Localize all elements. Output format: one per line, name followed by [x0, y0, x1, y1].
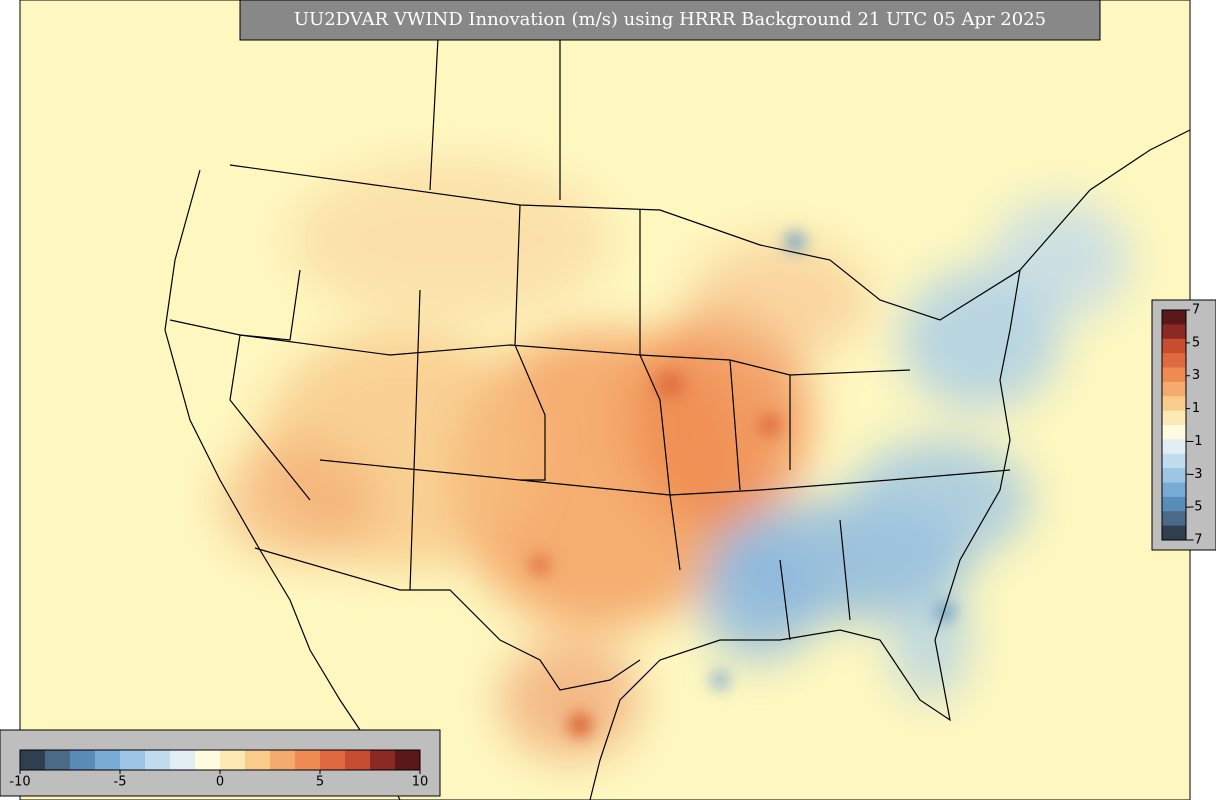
innovation-field	[220, 160, 1130, 760]
colorbar-segment	[345, 750, 371, 770]
colorbar-segment	[70, 750, 96, 770]
colorbar-tick-label: 1	[1192, 401, 1200, 416]
colorbar-tick-label: 0	[216, 775, 224, 790]
colorbar-segment	[95, 750, 121, 770]
colorbar-tick-label: 5	[316, 775, 324, 790]
colorbar-tick-label: -5	[1190, 500, 1203, 515]
colorbar-segment	[1162, 353, 1186, 368]
colorbar-segment	[1162, 439, 1186, 455]
colorbar-tick-label: 10	[412, 775, 429, 790]
colorbar-segment	[270, 750, 296, 770]
colorbar-segment	[45, 750, 71, 770]
colorbar-segment	[1162, 381, 1186, 397]
colorbar-right: 7 5 3 1 -1 -3 -5 -7	[1161, 303, 1203, 548]
colorbar-segment	[1162, 425, 1186, 440]
colorbar-segment	[370, 750, 396, 770]
colorbar-segment	[20, 750, 46, 770]
colorbar-segment	[1162, 496, 1186, 512]
colorbar-segment	[295, 750, 321, 770]
colorbar-segment	[320, 750, 346, 770]
colorbar-segment	[1162, 468, 1186, 483]
colorbar-segment	[395, 750, 421, 770]
colorbar-segment	[1162, 453, 1186, 469]
colorbar-segment	[1162, 367, 1186, 383]
colorbar-segment	[1162, 511, 1186, 527]
colorbar-segment	[245, 750, 271, 770]
colorbar-segment	[1162, 396, 1186, 412]
colorbar-segment	[120, 750, 146, 770]
colorbar-segment	[145, 750, 171, 770]
colorbar-tick-label: -1	[1190, 434, 1203, 449]
colorbar-segment	[1162, 410, 1186, 426]
colorbar-tick-label: -5	[114, 775, 127, 790]
colorbar-segment	[1162, 482, 1186, 498]
colorbar-segment	[1162, 338, 1186, 354]
boundaries	[164, 0, 1191, 800]
colorbar-bottom: -10 -5 0 5 10	[9, 749, 429, 790]
innovation-spots	[530, 232, 954, 737]
colorbar-tick-label: -3	[1190, 467, 1203, 482]
colorbar-segment	[195, 750, 221, 770]
colorbar-segment	[220, 750, 246, 770]
colorbar-tick-label: 7	[1192, 303, 1200, 318]
colorbar-outline	[1161, 309, 1187, 541]
colorbar-tick-label: -7	[1190, 533, 1203, 548]
colorbar-tick-label: 3	[1192, 368, 1200, 383]
colorbar-tick-label: -10	[9, 775, 30, 790]
colorbar-segment	[1162, 525, 1186, 541]
title-box	[239, 0, 1101, 41]
colorbar-segment	[1162, 310, 1186, 325]
colorbar-segment	[1162, 324, 1186, 340]
colorbar-tick-label: 5	[1192, 335, 1200, 350]
title: UU2DVAR VWIND Innovation (m/s) using HRR…	[294, 9, 1046, 30]
colorbar-segment	[170, 750, 196, 770]
